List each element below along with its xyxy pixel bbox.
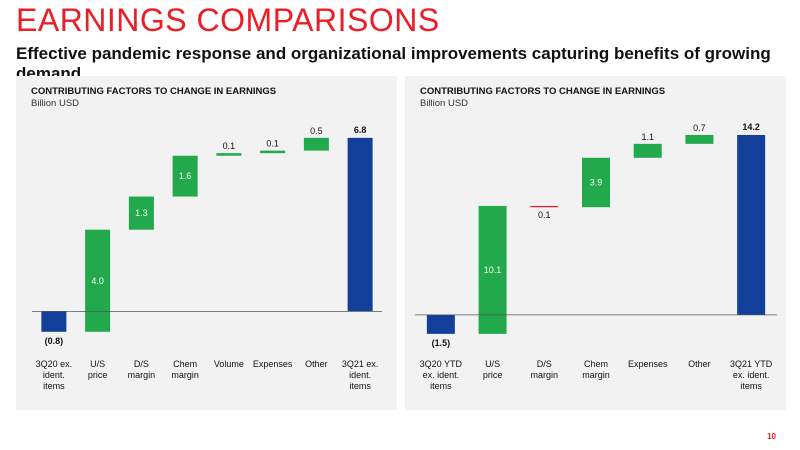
- bar-value-label: 1.3: [135, 208, 148, 218]
- page-number: 10: [767, 432, 776, 441]
- category-label: Volume: [214, 359, 244, 369]
- bar-value-label: 1.1: [641, 132, 654, 142]
- bar-value-label: 0.1: [223, 141, 236, 151]
- waterfall-bar: [685, 135, 714, 144]
- waterfall-bar: [426, 314, 455, 334]
- waterfall-bar: [41, 311, 67, 332]
- category-label: Expenses: [628, 359, 668, 369]
- bar-value-label: 6.8: [354, 125, 367, 135]
- category-label: 3Q21 YTD ex. ident. items: [730, 359, 773, 391]
- waterfall-bar: [303, 137, 329, 151]
- bar-value-label: 0.5: [310, 126, 323, 136]
- category-label: D/S margin: [531, 359, 559, 380]
- waterfall-bar: [172, 155, 198, 197]
- bar-value-label: 4.0: [91, 276, 104, 286]
- waterfall-chart-ytd: (1.5) 3Q20 YTD ex. ident. items 10.1 U/S price…: [415, 122, 777, 391]
- page-title: EARNINGS COMPARISONS: [16, 2, 440, 38]
- chart-panel-ytd: CONTRIBUTING FACTORS TO CHANGE IN EARNIN…: [405, 76, 786, 410]
- waterfall-bar: [633, 143, 662, 158]
- category-label: 3Q20 YTD ex. ident. items: [420, 359, 463, 391]
- category-label: 3Q20 ex. ident. items: [36, 359, 73, 391]
- waterfall-chart-quarter: (0.8) 3Q20 ex. ident. items 4.0 U/S price 1.3 D/…: [32, 125, 382, 391]
- bar-value-label: 0.1: [266, 139, 279, 149]
- bar-value-label: (1.5): [432, 338, 451, 348]
- category-label: Other: [305, 359, 328, 369]
- chart-unit-label: Billion USD: [31, 98, 80, 109]
- bar-value-label: 10.1: [484, 265, 502, 275]
- category-label: Chem margin: [582, 359, 610, 380]
- category-label: Other: [688, 359, 711, 369]
- category-label: U/S price: [88, 359, 108, 380]
- bar-value-label: 0.7: [693, 123, 706, 133]
- waterfall-bar: [347, 137, 373, 312]
- chart-title: CONTRIBUTING FACTORS TO CHANGE IN EARNIN…: [31, 86, 277, 97]
- chart-title: CONTRIBUTING FACTORS TO CHANGE IN EARNIN…: [420, 86, 666, 97]
- bar-value-label: 0.1: [538, 210, 551, 220]
- waterfall-bar: [530, 205, 559, 208]
- bar-value-label: 14.2: [742, 122, 760, 132]
- waterfall-bar: [128, 196, 154, 230]
- waterfall-bar: [216, 153, 242, 156]
- bar-value-label: (0.8): [45, 336, 64, 346]
- chart-unit-label: Billion USD: [420, 98, 469, 109]
- category-label: Expenses: [253, 359, 293, 369]
- bar-value-label: 3.9: [590, 178, 603, 188]
- chart-panel-quarter: CONTRIBUTING FACTORS TO CHANGE IN EARNIN…: [16, 76, 397, 410]
- waterfall-bar: [260, 150, 286, 154]
- waterfall-bar: [85, 229, 111, 332]
- waterfall-bar: [478, 205, 507, 334]
- category-label: D/S margin: [128, 359, 156, 380]
- bar-value-label: 1.6: [179, 171, 192, 181]
- category-label: Chem margin: [171, 359, 199, 380]
- category-label: 3Q21 ex. ident. items: [342, 359, 379, 391]
- category-label: U/S price: [483, 359, 503, 380]
- waterfall-bar: [582, 157, 610, 208]
- waterfall-bar: [737, 135, 766, 315]
